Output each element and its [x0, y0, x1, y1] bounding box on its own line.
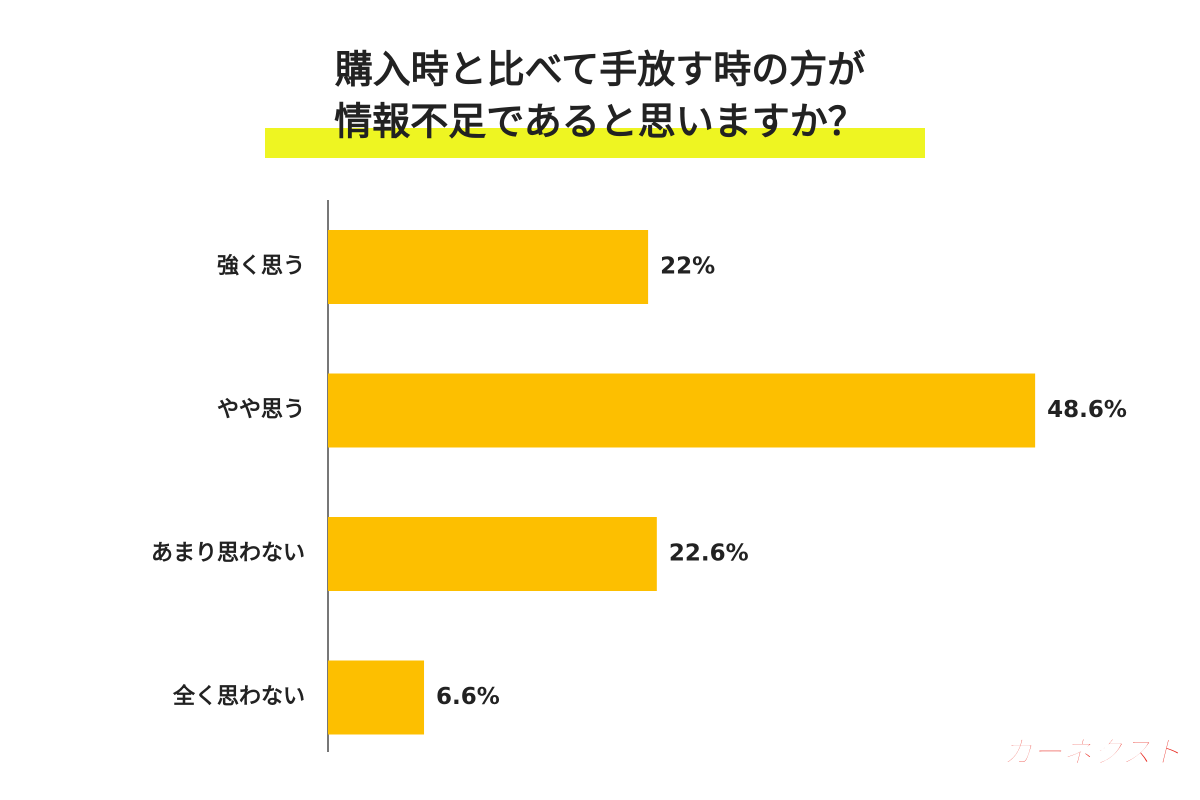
chart-title: 購入時と比べて手放す時の方が: [335, 48, 865, 92]
value-label: 22%: [660, 254, 715, 280]
bar: [328, 373, 1036, 448]
bar: [328, 517, 657, 591]
value-label: 22.6%: [669, 541, 749, 567]
bar: [328, 660, 425, 735]
chart-title: 情報不足であると思いますか？: [334, 100, 866, 144]
value-label: 48.6%: [1047, 397, 1127, 423]
category-label: あまり思わない: [151, 541, 305, 566]
bar: [328, 230, 649, 304]
category-label: やや思う: [217, 398, 305, 423]
value-label: 6.6%: [436, 684, 500, 710]
title-highlight: [265, 128, 925, 158]
logo: カーネクスト: [1002, 736, 1181, 771]
category-label: 全く思わない: [172, 684, 305, 710]
category-label: 強く思う: [217, 253, 305, 279]
